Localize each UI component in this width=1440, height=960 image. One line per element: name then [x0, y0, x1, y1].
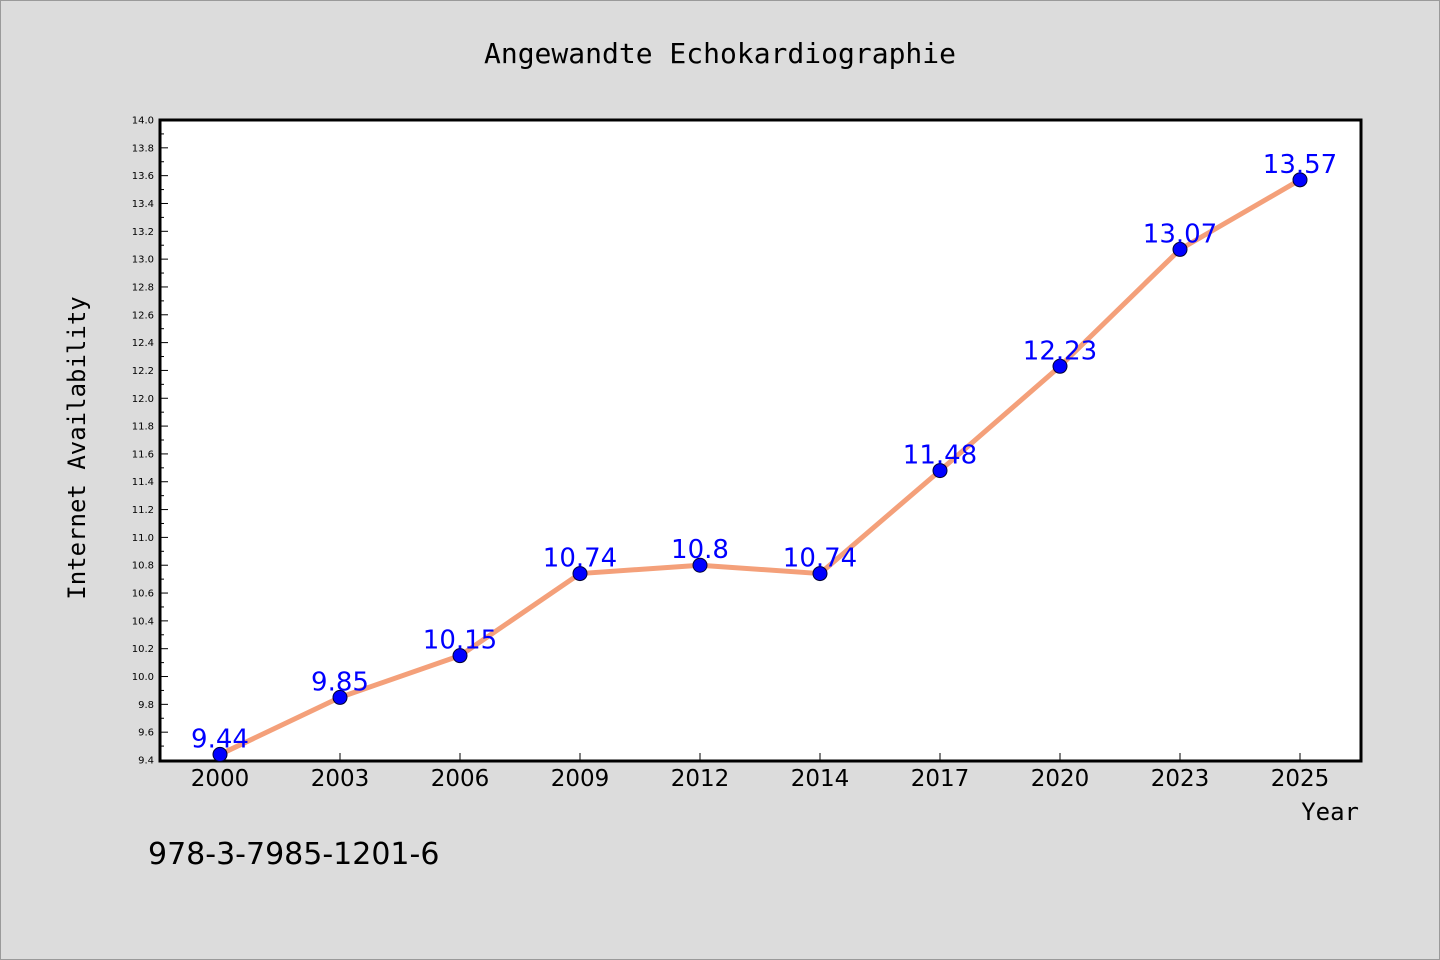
data-label: 9.44	[191, 724, 249, 754]
y-tick-label: 11.4	[132, 477, 154, 488]
y-tick-label: 13.8	[132, 143, 154, 154]
y-axis: 9.4 9.6 9.8 10.0 10.2 10.4 10.6 10.8 11.0 11.2 11.…	[132, 116, 168, 767]
y-tick-label: 12.2	[132, 366, 154, 377]
x-axis: 2000 2003 2006 2009 2012 2014 2017 2020 2023 2025	[191, 753, 1330, 792]
y-tick-label: 9.8	[138, 700, 154, 711]
y-tick-label: 10.8	[132, 561, 154, 572]
x-tick-label: 2009	[551, 766, 610, 792]
y-tick-label: 11.8	[132, 422, 154, 433]
y-tick-label: 11.2	[132, 505, 154, 516]
y-tick-label: 10.6	[132, 589, 154, 600]
x-tick-label: 2017	[911, 766, 970, 792]
x-tick-label: 2020	[1031, 766, 1090, 792]
series-line	[217, 177, 1303, 757]
data-point	[332, 689, 348, 705]
x-axis-title: Year	[1301, 798, 1359, 826]
y-tick-label: 14.0	[132, 116, 154, 127]
data-label: 10.8	[671, 535, 729, 565]
data-point	[1172, 241, 1188, 257]
y-tick-label: 13.6	[132, 171, 154, 182]
y-tick-label: 10.2	[132, 644, 154, 655]
y-tick-label: 13.4	[132, 199, 154, 210]
isbn-text: 978-3-7985-1201-6	[148, 837, 439, 872]
data-label: 11.48	[903, 441, 977, 471]
data-point	[572, 566, 588, 582]
y-tick-label: 9.6	[138, 728, 154, 739]
y-tick-label: 12.4	[132, 338, 154, 349]
x-tick-label: 2014	[791, 766, 850, 792]
data-label: 10.74	[543, 544, 617, 574]
x-tick-label: 2023	[1151, 766, 1210, 792]
data-label: 13.57	[1263, 150, 1337, 180]
data-label: 9.85	[311, 667, 369, 697]
chart-title: Angewandte Echokardiographie	[484, 37, 956, 70]
data-point	[1052, 358, 1068, 374]
x-tick-label: 2025	[1271, 766, 1330, 792]
x-tick-label: 2000	[191, 766, 250, 792]
data-label: 13.07	[1143, 219, 1217, 249]
y-tick-label: 13.0	[132, 255, 154, 266]
y-tick-label: 10.4	[132, 616, 154, 627]
series-line-group	[212, 172, 1308, 762]
y-tick-label: 11.6	[132, 449, 154, 460]
x-tick-label: 2006	[431, 766, 490, 792]
data-point	[692, 557, 708, 573]
data-point	[812, 566, 828, 582]
plot-area	[158, 118, 1363, 763]
y-tick-label: 13.2	[132, 227, 154, 238]
data-label: 12.23	[1023, 336, 1097, 366]
x-tick-label: 2012	[671, 766, 730, 792]
y-tick-label: 12.8	[132, 282, 154, 293]
data-label: 10.15	[423, 626, 497, 656]
data-point	[932, 463, 948, 479]
data-point	[452, 648, 468, 664]
data-label: 10.74	[783, 544, 857, 574]
y-tick-label: 12.6	[132, 310, 154, 321]
y-tick-label: 9.4	[138, 756, 154, 767]
data-point	[212, 746, 228, 762]
y-tick-label: 12.0	[132, 394, 154, 405]
y-tick-label: 10.0	[132, 672, 154, 683]
y-axis-title: Internet Availability	[63, 296, 91, 599]
data-labels: 9.44 9.85 10.15 10.74 10.8 10.74 11.48 12.23 13.…	[191, 150, 1337, 755]
y-tick-label: 11.0	[132, 533, 154, 544]
data-point	[1292, 172, 1308, 188]
x-tick-label: 2003	[311, 766, 370, 792]
